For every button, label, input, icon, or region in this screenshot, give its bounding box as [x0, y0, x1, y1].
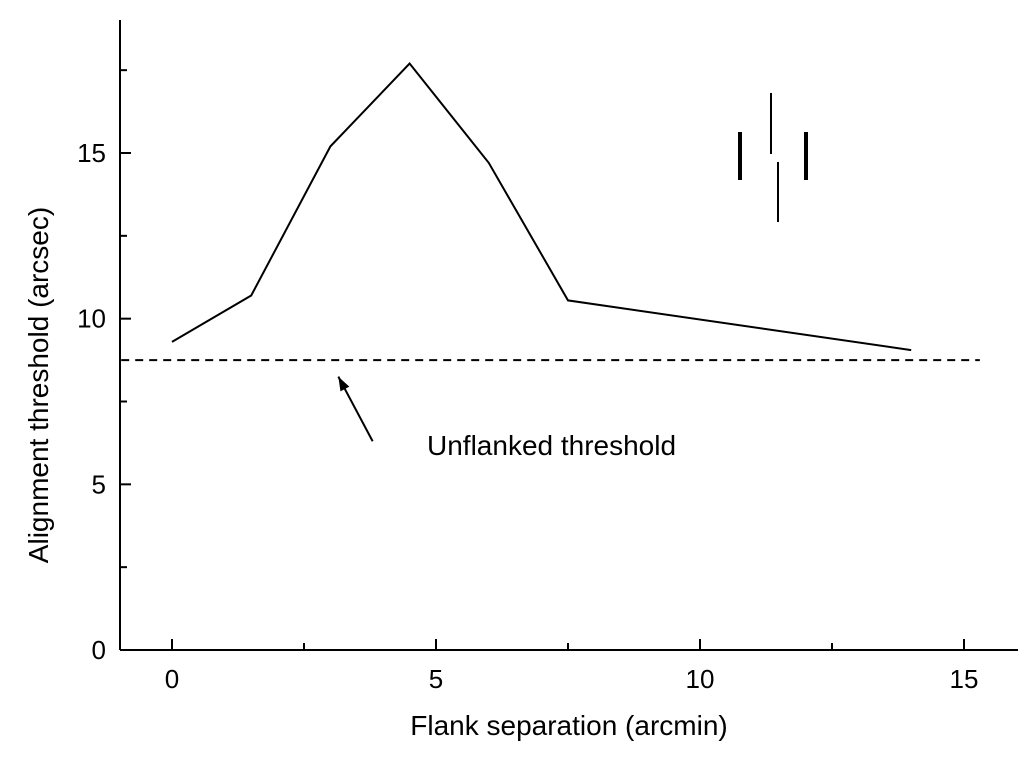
- annotation-label: Unflanked threshold: [427, 430, 676, 461]
- x-tick-label: 15: [950, 664, 979, 694]
- stimulus-icon: [738, 93, 808, 222]
- annotation-group: Unflanked threshold: [337, 376, 676, 461]
- y-tick-label: 10: [77, 304, 106, 334]
- axes: [119, 20, 1018, 651]
- y-axis-label: Alignment threshold (arcsec): [23, 207, 54, 563]
- x-tick-label: 10: [686, 664, 715, 694]
- x-axis-label: Flank separation (arcmin): [410, 710, 727, 741]
- y-tick-label: 5: [92, 469, 106, 499]
- ticks: 0 5 10 15 0 5 10 15: [77, 69, 979, 694]
- x-tick-label: 5: [429, 664, 443, 694]
- y-tick-label: 0: [92, 635, 106, 665]
- annotation-arrow-head: [338, 376, 350, 392]
- y-tick-label: 15: [77, 138, 106, 168]
- x-tick-label: 0: [165, 664, 179, 694]
- series-group: [171, 61, 912, 352]
- threshold-series-line: [171, 61, 912, 352]
